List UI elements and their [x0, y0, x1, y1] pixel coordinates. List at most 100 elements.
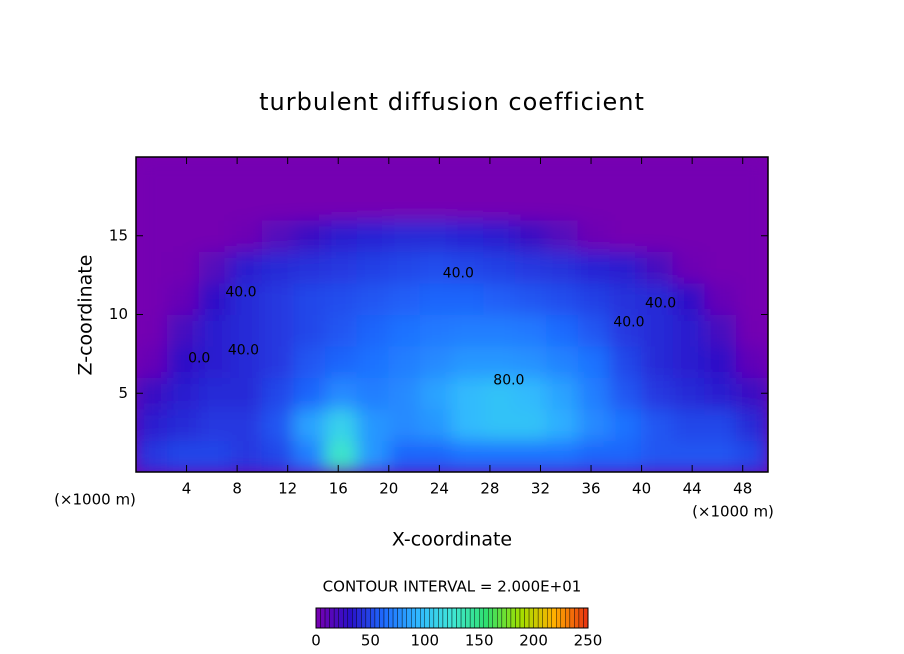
- cell: [483, 440, 516, 472]
- colorbar-swatch: [447, 607, 453, 629]
- cell: [356, 157, 390, 189]
- colorbar-swatch: [551, 607, 557, 629]
- cell: [356, 188, 390, 221]
- colorbar-swatch: [583, 607, 589, 629]
- cell: [325, 408, 358, 441]
- cell: [514, 282, 548, 315]
- cell: [325, 188, 358, 221]
- cell: [609, 314, 643, 347]
- cell: [735, 251, 768, 284]
- colorbar-swatch: [465, 607, 471, 629]
- cell: [419, 282, 453, 315]
- cell: [325, 440, 358, 472]
- cell: [514, 314, 548, 347]
- colorbar-swatch: [460, 607, 466, 629]
- cell: [388, 408, 421, 441]
- colorbar-swatch: [392, 607, 398, 629]
- cell: [356, 440, 390, 472]
- cell: [356, 219, 390, 252]
- cell: [451, 282, 485, 315]
- cell: [641, 219, 674, 252]
- cell: [198, 377, 232, 410]
- cell: [419, 188, 453, 221]
- cell: [577, 408, 611, 441]
- cell: [577, 282, 611, 315]
- cell: [261, 377, 295, 410]
- cell: [388, 440, 421, 472]
- cell: [356, 345, 390, 378]
- cell: [483, 408, 516, 441]
- cell: [735, 408, 768, 441]
- cell: [356, 408, 390, 441]
- colorbar: 0 50 100 150 200 250: [311, 607, 602, 650]
- colorbar-swatch: [343, 607, 348, 629]
- cell: [419, 408, 453, 441]
- overlay: 40.040.040.00.040.040.080.04 8 12 16 20 24 28 3…: [109, 157, 768, 498]
- cell: [356, 251, 390, 284]
- cell: [325, 345, 358, 378]
- cell: [419, 345, 453, 378]
- colorbar-swatch: [537, 607, 543, 629]
- contour-label: 40.0: [225, 284, 256, 300]
- cell: [735, 345, 768, 378]
- cell: [136, 440, 169, 472]
- cell: [704, 251, 737, 284]
- colorbar-swatch: [442, 607, 448, 629]
- cell: [577, 251, 611, 284]
- cell: [230, 251, 263, 284]
- cell: [388, 251, 421, 284]
- colorbar-swatch: [365, 607, 371, 629]
- colorbar-swatch: [415, 607, 421, 629]
- contour-label: 40.0: [228, 343, 259, 359]
- cell: [514, 219, 548, 252]
- x-tick-label: 40: [632, 480, 651, 498]
- colorbar-swatch: [433, 607, 439, 629]
- cell: [293, 188, 327, 221]
- colorbar-swatch: [506, 607, 512, 629]
- cell: [388, 157, 421, 189]
- cell: [514, 345, 548, 378]
- cell: [483, 157, 516, 189]
- cell: [609, 188, 643, 221]
- colorbar-swatch: [333, 607, 339, 629]
- x-unit: (×1000 m): [692, 503, 774, 521]
- cell: [577, 219, 611, 252]
- contour-label: 40.0: [443, 266, 474, 282]
- cell: [451, 188, 485, 221]
- cell: [514, 440, 548, 472]
- cell: [609, 345, 643, 378]
- cell: [167, 219, 200, 252]
- colorbar-swatch: [451, 607, 457, 629]
- cell: [577, 314, 611, 347]
- cell: [704, 408, 737, 441]
- cell: [325, 314, 358, 347]
- cell: [451, 440, 485, 472]
- cell: [167, 377, 200, 410]
- cell: [546, 251, 579, 284]
- cell: [609, 219, 643, 252]
- colorbar-swatch: [356, 607, 362, 629]
- x-tick-label: 8: [232, 480, 242, 498]
- cell: [577, 345, 611, 378]
- colorbar-swatch: [497, 607, 503, 629]
- cell: [672, 345, 706, 378]
- colorbar-swatch: [338, 607, 344, 629]
- cell: [325, 251, 358, 284]
- colorbar-swatch: [324, 607, 330, 629]
- colorbar-swatch: [578, 607, 584, 629]
- y-tick-label: 15: [109, 226, 128, 244]
- cell: [261, 219, 295, 252]
- colorbar-swatch: [469, 607, 475, 629]
- cell: [167, 345, 200, 378]
- colorbar-swatch: [556, 607, 561, 629]
- cell: [230, 157, 263, 189]
- cell: [514, 157, 548, 189]
- x-tick-label: 32: [531, 480, 550, 498]
- cell: [672, 440, 706, 472]
- cell: [198, 282, 232, 315]
- cell: [230, 345, 263, 378]
- colorbar-swatch: [547, 607, 552, 629]
- colorbar-swatch: [374, 607, 380, 629]
- cell: [230, 219, 263, 252]
- cell: [136, 345, 169, 378]
